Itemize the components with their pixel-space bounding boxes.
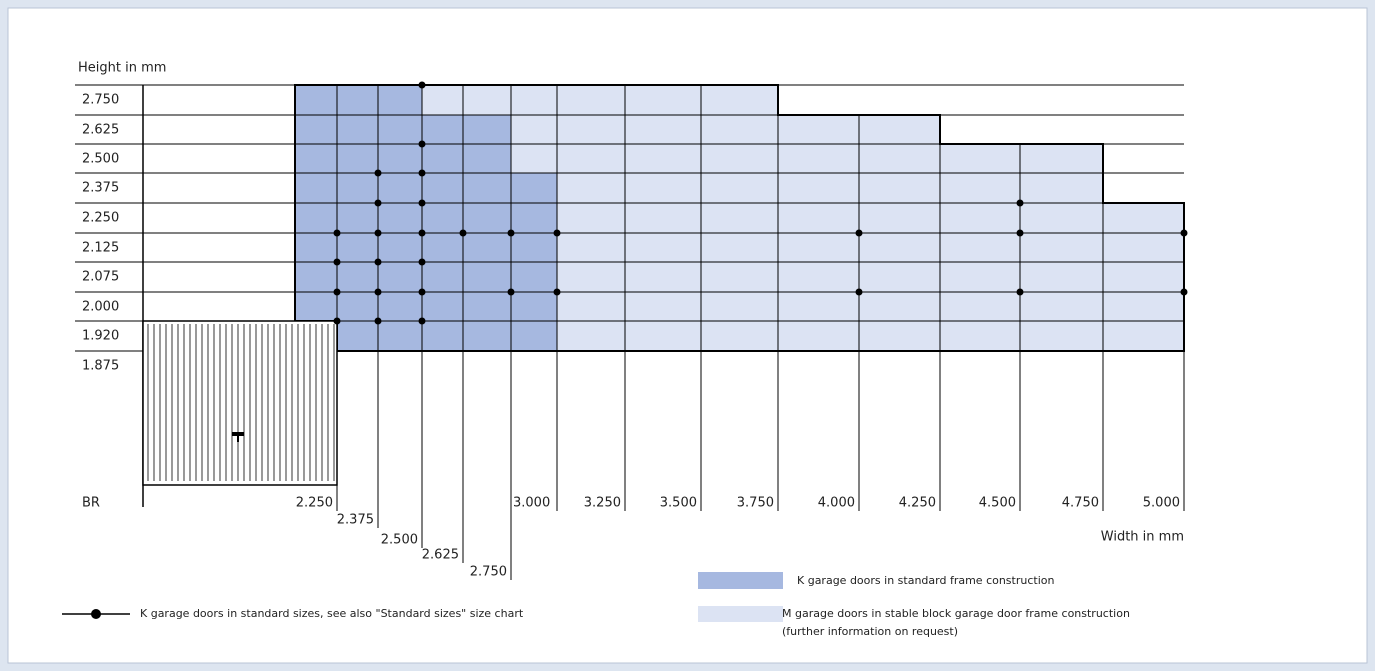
standard-size-dot <box>507 288 515 296</box>
standard-size-dot <box>418 199 426 207</box>
width-label: 2.750 <box>470 565 507 580</box>
width-label: 4.000 <box>818 496 855 511</box>
standard-size-dot <box>1180 229 1188 237</box>
height-label: 2.250 <box>82 211 119 226</box>
x-axis-label: Width in mm <box>1101 530 1184 545</box>
width-label: 5.000 <box>1143 496 1180 511</box>
standard-size-dot <box>855 229 863 237</box>
height-label: 2.125 <box>82 241 119 256</box>
standard-size-dot <box>374 288 382 296</box>
legend-text: K garage doors in standard frame constru… <box>797 574 1054 587</box>
width-label: 3.500 <box>660 496 697 511</box>
standard-size-dot <box>418 288 426 296</box>
size-chart: 2.750 2.625 2.500 2.375 2.250 2.125 2.075 2.000… <box>75 81 1188 580</box>
height-label: 2.750 <box>82 93 119 108</box>
width-label: 3.000 <box>513 496 550 511</box>
legend-swatch <box>698 572 783 589</box>
garage-door <box>142 320 338 486</box>
height-label: 2.075 <box>82 270 119 285</box>
height-label: 1.920 <box>82 329 119 344</box>
standard-size-dot <box>374 258 382 266</box>
height-label: 2.625 <box>82 123 119 138</box>
width-label: 2.250 <box>296 496 333 511</box>
door-handle <box>232 432 244 436</box>
width-label: 2.625 <box>422 548 459 563</box>
width-label: 2.500 <box>381 533 418 548</box>
standard-size-dot <box>553 229 561 237</box>
standard-size-dot <box>374 169 382 177</box>
standard-size-dot <box>459 229 467 237</box>
standard-size-dot <box>418 169 426 177</box>
standard-size-dot <box>333 288 341 296</box>
standard-size-dot <box>1016 288 1024 296</box>
height-label: 2.000 <box>82 300 119 315</box>
standard-size-dot <box>333 258 341 266</box>
height-label: 1.875 <box>82 359 119 374</box>
standard-size-dot <box>1180 288 1188 296</box>
standard-size-dot <box>1016 229 1024 237</box>
legend-text: M garage doors in stable block garage do… <box>782 607 1130 620</box>
width-label: 4.500 <box>979 496 1016 511</box>
standard-size-dot <box>1016 199 1024 207</box>
standard-size-dot <box>374 317 382 325</box>
k-door-region <box>295 85 557 351</box>
standard-size-dot <box>553 288 561 296</box>
standard-size-dot <box>374 199 382 207</box>
standard-size-dot <box>333 317 341 325</box>
legend-text: K garage doors in standard sizes, see al… <box>140 607 524 620</box>
standard-size-dot <box>333 229 341 237</box>
standard-size-dot <box>418 140 426 148</box>
width-label: 3.750 <box>737 496 774 511</box>
width-label: 4.250 <box>899 496 936 511</box>
legend-swatch <box>698 606 783 622</box>
origin-label: BR <box>82 496 100 511</box>
standard-size-dot <box>418 258 426 266</box>
legend-dot <box>91 609 101 619</box>
height-label: 2.375 <box>82 181 119 196</box>
standard-size-dot <box>855 288 863 296</box>
y-axis-label: Height in mm <box>78 61 166 76</box>
width-label: 4.750 <box>1062 496 1099 511</box>
height-label: 2.500 <box>82 152 119 167</box>
width-label: 3.250 <box>584 496 621 511</box>
standard-size-dot <box>374 229 382 237</box>
width-label: 2.375 <box>337 513 374 528</box>
standard-size-dot <box>418 81 426 89</box>
legend-text: (further information on request) <box>782 625 958 638</box>
standard-size-dot <box>418 229 426 237</box>
standard-size-dot <box>418 317 426 325</box>
standard-size-dot <box>507 229 515 237</box>
